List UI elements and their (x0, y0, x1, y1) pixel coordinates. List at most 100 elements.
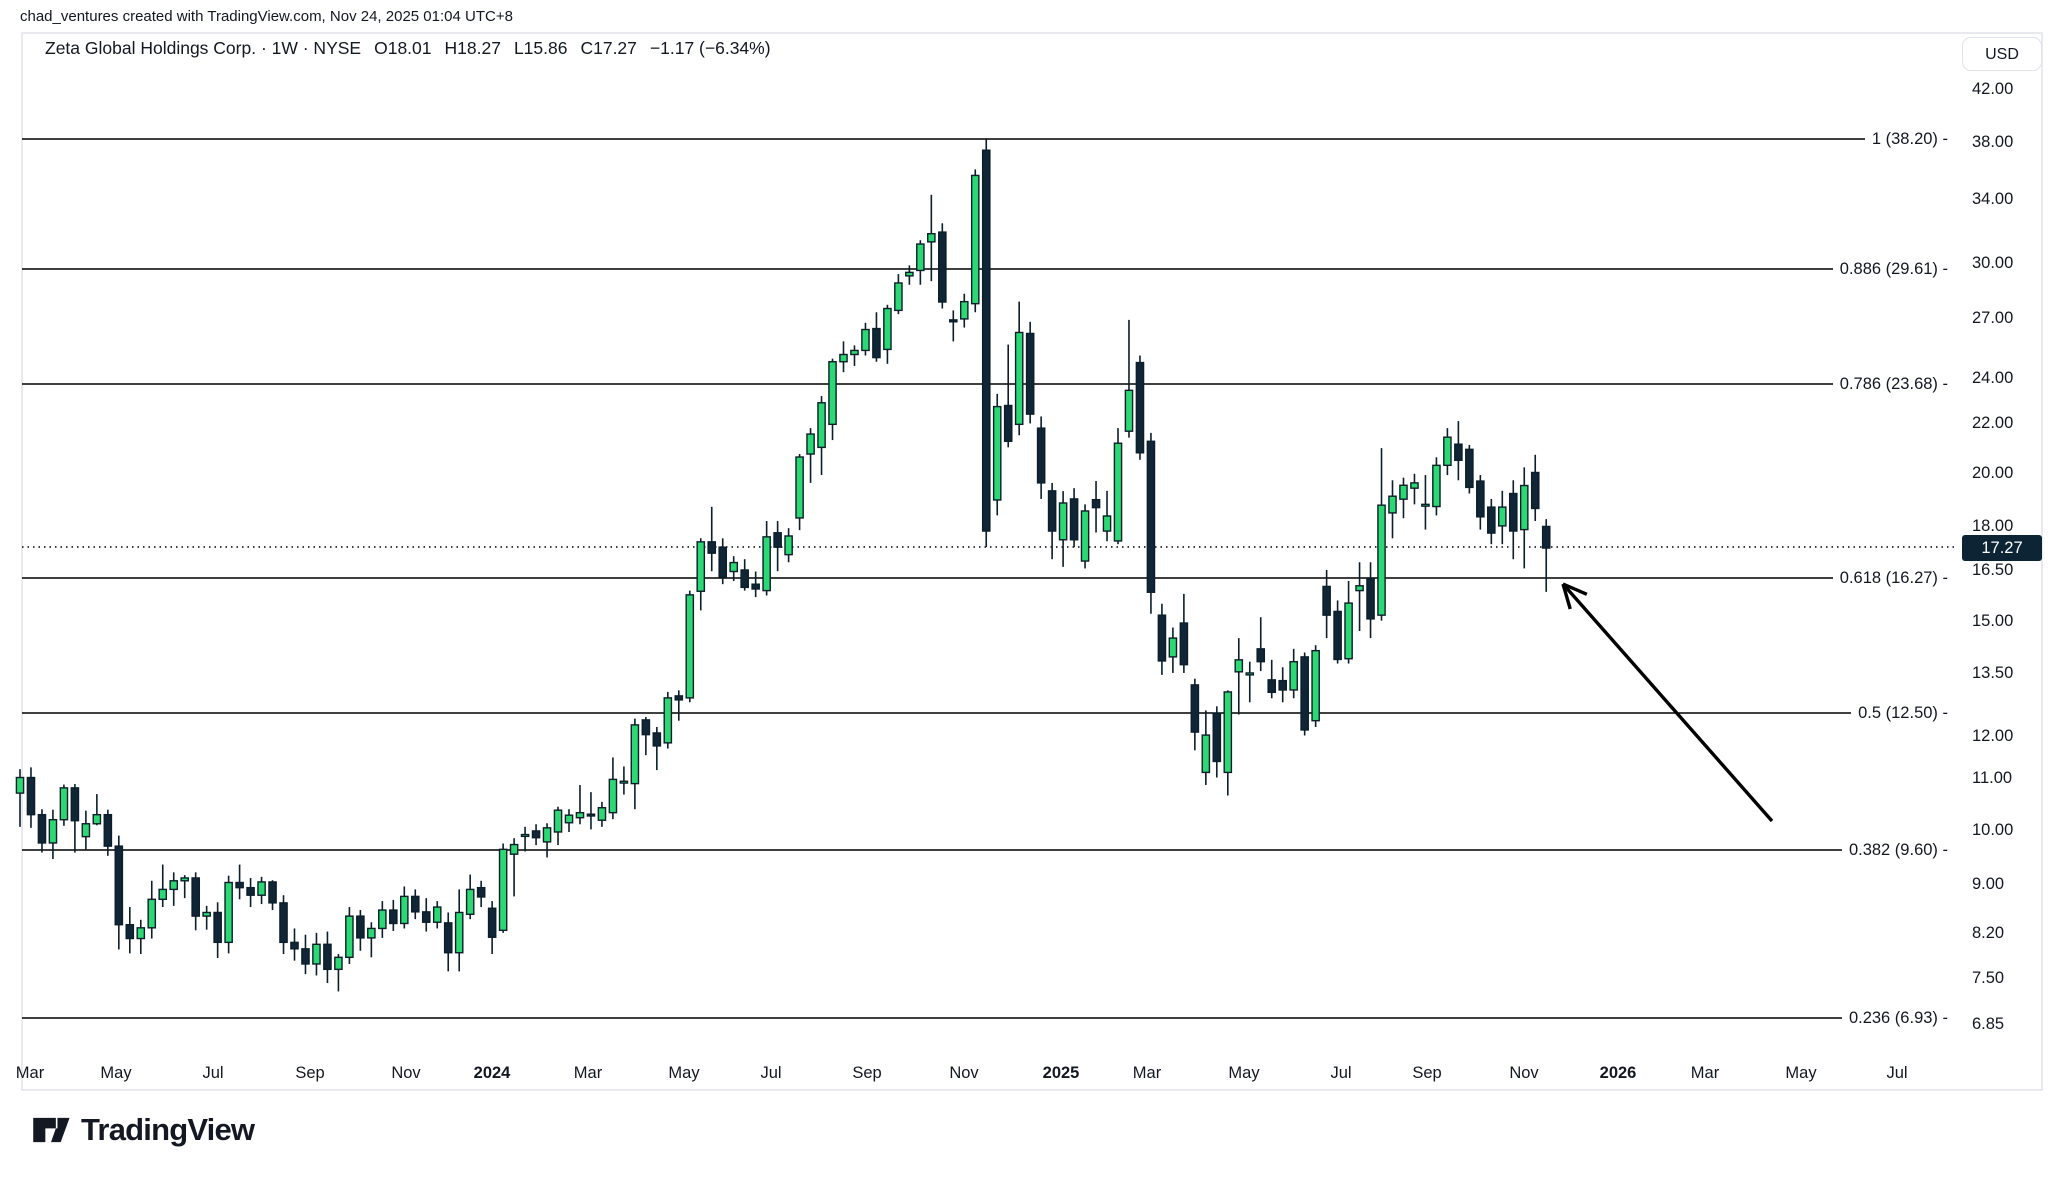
price-tick: 38.00 (1972, 133, 2014, 151)
fib-level-label[interactable]: 0.236 (6.93) - (1841, 1007, 1948, 1029)
candle (1289, 648, 1298, 699)
candle (1344, 580, 1353, 664)
candle (696, 538, 706, 611)
candle (597, 801, 607, 827)
time-tick: Mar (573, 1064, 603, 1082)
last-price-badge: 17.27 (1962, 535, 2042, 561)
candle (1487, 498, 1496, 545)
price-tick: 42.00 (1972, 80, 2014, 98)
candle (345, 907, 354, 964)
tradingview-logo-icon (33, 1117, 70, 1143)
candle (147, 880, 157, 939)
candle (1443, 428, 1452, 476)
candle (1058, 491, 1068, 567)
price-tick: 20.00 (1972, 464, 2014, 482)
price-tick: 6.85 (1972, 1015, 2005, 1033)
candle (1454, 421, 1463, 481)
candle (400, 886, 409, 929)
candle (279, 895, 288, 955)
price-tick: 30.00 (1972, 254, 2014, 272)
candle (1530, 454, 1540, 522)
candle (454, 889, 464, 972)
candle (136, 919, 146, 955)
candle (1212, 706, 1222, 778)
candle (246, 877, 255, 908)
candle (1113, 428, 1123, 545)
candle (476, 880, 486, 908)
candle (1399, 477, 1408, 519)
candle (817, 396, 826, 476)
fib-level-label[interactable]: 0.786 (23.68) - (1832, 373, 1948, 395)
time-tick: 2026 (1599, 1064, 1637, 1082)
candle (1256, 617, 1266, 672)
candle (795, 454, 804, 531)
candle (1014, 301, 1024, 436)
tradingview-logo[interactable]: TradingView (30, 1110, 255, 1150)
candle (1080, 504, 1090, 569)
candle (542, 823, 552, 858)
fib-level-label[interactable]: 0.5 (12.50) - (1851, 702, 1948, 724)
candle (1322, 569, 1331, 639)
candle (1267, 659, 1277, 699)
candle (169, 872, 179, 906)
candle (531, 824, 541, 846)
candle (1223, 690, 1233, 796)
candle (1311, 645, 1320, 728)
candle (586, 792, 596, 830)
candle (487, 901, 497, 955)
price-tick: 9.00 (1972, 875, 2005, 893)
candle (158, 864, 168, 908)
ohlc-open-value: O18.01 (374, 38, 432, 58)
currency-badge[interactable]: USD (1962, 37, 2042, 71)
candle (806, 428, 815, 483)
price-tick: 11.00 (1972, 769, 2013, 787)
candle (1003, 344, 1013, 448)
candle (213, 902, 222, 958)
candle (180, 875, 190, 899)
candle (1410, 473, 1419, 505)
pane-border (21, 32, 2043, 1091)
candle (1135, 355, 1145, 460)
candle (432, 901, 442, 929)
fib-level-label[interactable]: 0.886 (29.61) - (1832, 258, 1948, 280)
price-tick: 8.20 (1972, 924, 2005, 942)
time-tick: Jul (202, 1064, 224, 1082)
time-tick: Sep (852, 1064, 882, 1082)
candle (59, 784, 69, 826)
price-tick: 16.50 (1972, 561, 2014, 579)
candle (1497, 490, 1507, 545)
candle (290, 928, 299, 961)
time-tick: May (100, 1064, 132, 1082)
time-tick: Mar (15, 1064, 45, 1082)
fib-level-label[interactable]: 0.618 (16.27) - (1832, 567, 1948, 589)
candle (1508, 480, 1518, 560)
candle (850, 345, 859, 366)
candle (575, 785, 585, 825)
price-tick: 12.00 (1972, 727, 2014, 745)
time-tick: Nov (1509, 1064, 1539, 1082)
candle (443, 912, 453, 972)
candle (410, 889, 420, 920)
fib-level-label[interactable]: 0.382 (9.60) - (1841, 839, 1948, 861)
candle (1278, 667, 1287, 703)
attribution-text: chad_ventures created with TradingView.c… (20, 8, 513, 25)
fib-level-label[interactable]: 1 (38.20) - (1864, 128, 1948, 150)
time-tick: May (1785, 1064, 1817, 1082)
time-tick: Sep (1412, 1064, 1442, 1082)
candle (48, 809, 58, 860)
candle (828, 358, 837, 441)
candle (1179, 593, 1189, 673)
candle (949, 310, 958, 342)
candle (630, 718, 640, 810)
candle (1300, 652, 1309, 736)
candle (1036, 416, 1046, 499)
time-tick: Jul (1330, 1064, 1352, 1082)
candle (1201, 710, 1211, 786)
symbol-title[interactable]: Zeta Global Holdings Corp. · 1W · NYSE (45, 38, 362, 58)
candle (1124, 319, 1134, 438)
candle (959, 293, 969, 328)
arrow-annotation[interactable] (1561, 582, 1774, 823)
candle (1025, 321, 1035, 424)
candle (1432, 457, 1441, 516)
